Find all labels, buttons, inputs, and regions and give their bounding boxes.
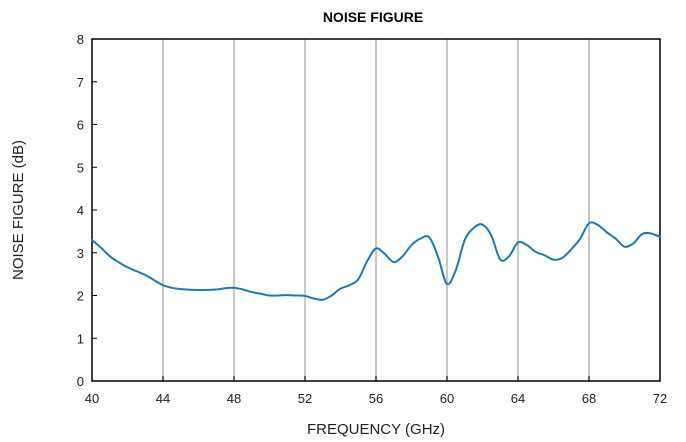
grid-lines xyxy=(162,39,590,381)
x-tick-label-0: 40 xyxy=(85,391,99,406)
y-tick-label-4: 4 xyxy=(77,203,84,218)
y-tick-label-8: 8 xyxy=(77,32,84,47)
y-tick-label-6: 6 xyxy=(77,118,84,133)
x-tick-label-2: 48 xyxy=(227,391,241,406)
x-tick-label-3: 52 xyxy=(298,391,312,406)
x-axis-label: FREQUENCY (GHz) xyxy=(307,421,445,438)
y-tick-label-2: 2 xyxy=(77,289,84,304)
y-axis-ticks: 0 1 2 3 4 5 6 7 8 xyxy=(77,32,97,389)
x-tick-label-1: 44 xyxy=(156,391,170,406)
y-tick-label-3: 3 xyxy=(77,246,84,261)
x-tick-label-5: 60 xyxy=(440,391,454,406)
series-line-0 xyxy=(91,221,661,301)
x-tick-label-7: 68 xyxy=(582,391,596,406)
x-tick-label-6: 64 xyxy=(511,391,525,406)
x-axis-ticks: 40 44 48 52 56 60 64 68 72 xyxy=(85,376,667,406)
y-tick-label-7: 7 xyxy=(77,75,84,90)
x-tick-label-8: 72 xyxy=(653,391,667,406)
y-tick-label-0: 0 xyxy=(77,374,84,389)
x-tick-label-4: 56 xyxy=(369,391,383,406)
y-tick-label-1: 1 xyxy=(77,331,84,346)
chart-title: NOISE FIGURE xyxy=(323,9,423,25)
series-layer xyxy=(91,221,661,301)
y-axis-label: NOISE FIGURE (dB) xyxy=(10,140,27,280)
y-tick-label-5: 5 xyxy=(77,160,84,175)
